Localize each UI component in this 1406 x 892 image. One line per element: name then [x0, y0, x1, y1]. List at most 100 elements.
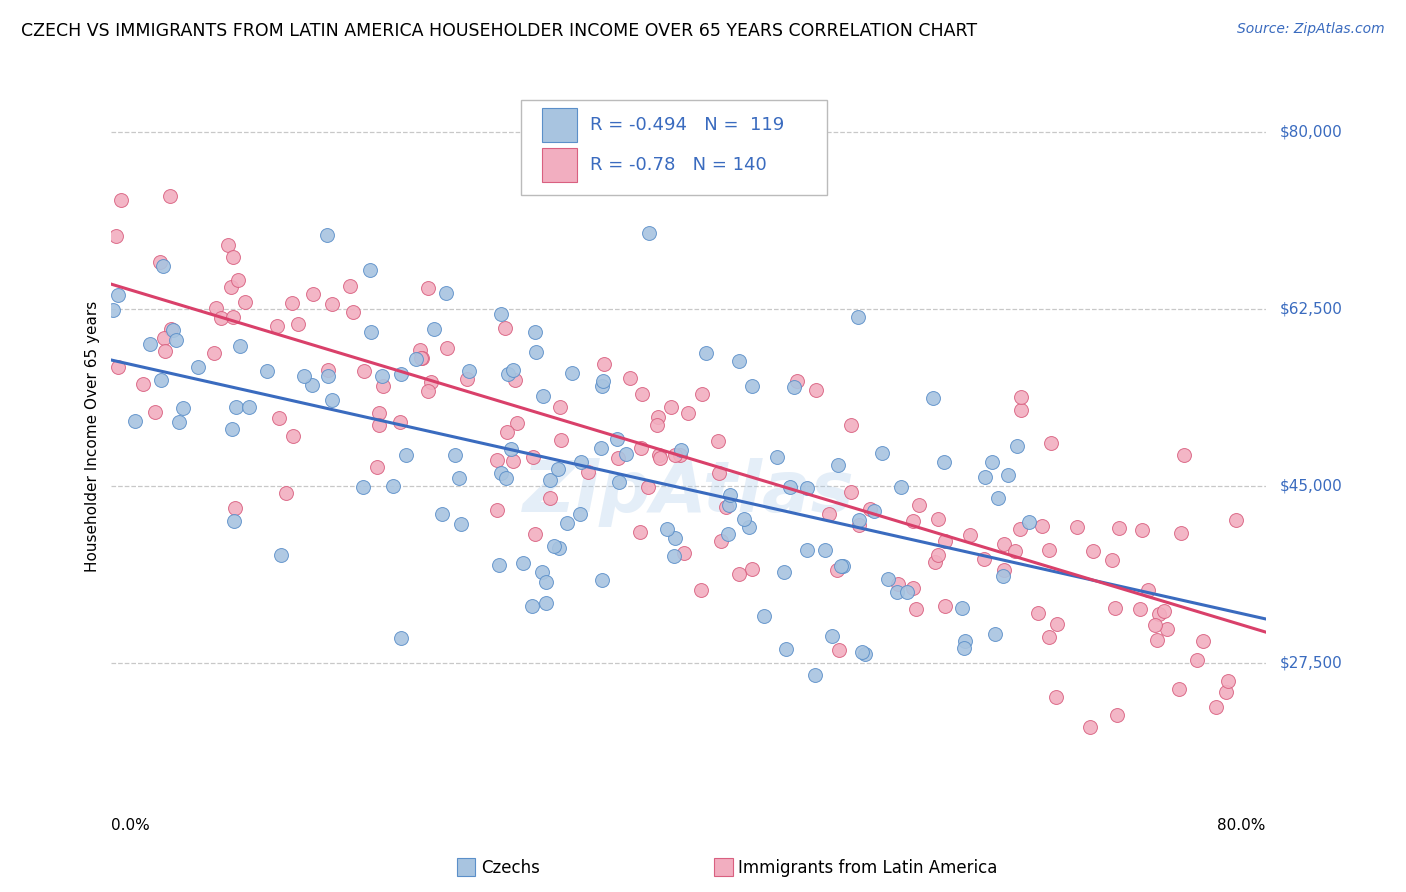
Point [105, 229, 128, 244]
Point [152, 260, 174, 274]
Point [631, 386, 654, 401]
Point [501, 442, 523, 457]
Point [1104, 601, 1126, 615]
Point [973, 470, 995, 484]
Point [741, 379, 763, 393]
Point [226, 273, 249, 287]
Point [821, 629, 844, 643]
Point [1046, 616, 1069, 631]
Bar [541, 148, 576, 183]
Point [716, 500, 738, 514]
Point [321, 297, 343, 311]
Point [828, 642, 851, 657]
Point [352, 480, 374, 494]
Point [382, 479, 405, 493]
Point [1045, 690, 1067, 704]
Point [162, 323, 184, 337]
Point [741, 562, 763, 576]
Point [266, 318, 288, 333]
Point [614, 447, 637, 461]
Text: Czechs: Czechs [481, 859, 540, 877]
Point [436, 341, 458, 355]
Point [1129, 602, 1152, 616]
Point [695, 345, 717, 359]
Point [870, 445, 893, 459]
Point [830, 559, 852, 574]
Point [520, 599, 543, 613]
Point [229, 339, 252, 353]
Point [342, 304, 364, 318]
Point [368, 418, 391, 433]
Point [533, 389, 555, 403]
Point [1215, 685, 1237, 699]
Point [301, 378, 323, 392]
Point [495, 471, 517, 485]
Point [1031, 518, 1053, 533]
Point [825, 563, 848, 577]
Point [718, 488, 741, 502]
Point [1168, 681, 1191, 696]
Point [138, 337, 160, 351]
Point [1144, 618, 1167, 632]
Point [647, 448, 669, 462]
Point [143, 405, 166, 419]
Point [934, 533, 956, 548]
Point [592, 358, 614, 372]
Point [905, 602, 928, 616]
Point [786, 374, 808, 388]
Point [488, 558, 510, 572]
Point [1038, 542, 1060, 557]
Point [737, 520, 759, 534]
Point [606, 451, 628, 466]
Point [107, 287, 129, 301]
Point [630, 441, 652, 455]
Point [281, 296, 304, 310]
Point [489, 466, 512, 480]
Text: $45,000: $45,000 [1279, 479, 1343, 494]
Point [1170, 525, 1192, 540]
Point [605, 432, 627, 446]
Point [578, 465, 600, 479]
Point [887, 577, 910, 591]
Point [981, 455, 1004, 469]
Point [489, 306, 512, 320]
Point [1018, 515, 1040, 529]
Point [172, 401, 194, 415]
Text: 0.0%: 0.0% [111, 818, 150, 833]
Point [591, 574, 613, 588]
Point [728, 567, 751, 582]
Point [1216, 673, 1239, 688]
Point [1038, 630, 1060, 644]
Point [225, 401, 247, 415]
Point [628, 524, 651, 539]
Point [1039, 435, 1062, 450]
Point [901, 581, 924, 595]
Point [450, 516, 472, 531]
Point [818, 508, 841, 522]
Point [796, 481, 818, 495]
Point [443, 448, 465, 462]
Point [411, 351, 433, 365]
Point [416, 281, 439, 295]
FancyBboxPatch shape [522, 100, 827, 195]
Point [503, 372, 526, 386]
Text: 80.0%: 80.0% [1218, 818, 1265, 833]
Point [853, 647, 876, 661]
Point [927, 548, 949, 562]
Point [645, 418, 668, 433]
Point [292, 369, 315, 384]
Point [717, 527, 740, 541]
Point [657, 522, 679, 536]
Point [775, 641, 797, 656]
Point [619, 371, 641, 385]
Point [848, 513, 870, 527]
Point [796, 543, 818, 558]
Point [1008, 522, 1031, 536]
Point [859, 501, 882, 516]
Point [555, 516, 578, 530]
Point [187, 360, 209, 375]
Point [101, 302, 124, 317]
Point [592, 374, 614, 388]
Point [110, 193, 132, 207]
Point [316, 362, 339, 376]
